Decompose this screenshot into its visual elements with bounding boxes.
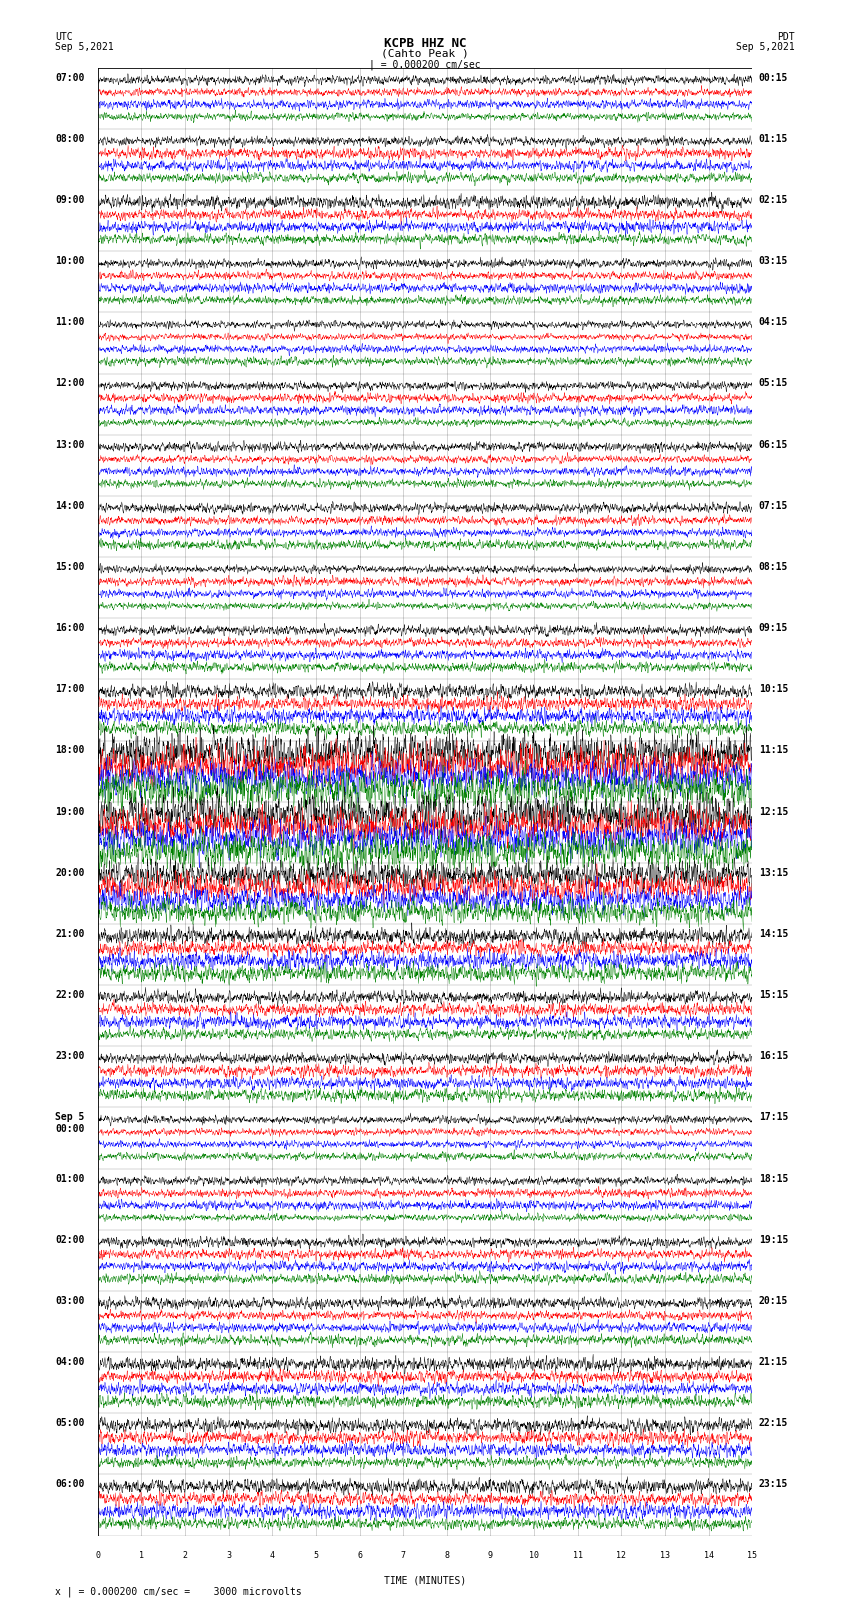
Text: 15: 15 — [747, 1550, 757, 1560]
Text: 5: 5 — [314, 1550, 319, 1560]
Text: 15:15: 15:15 — [759, 990, 788, 1000]
Text: 02:15: 02:15 — [759, 195, 788, 205]
Text: 4: 4 — [269, 1550, 275, 1560]
Text: 0: 0 — [95, 1550, 100, 1560]
Text: Sep 5,2021: Sep 5,2021 — [55, 42, 114, 52]
Text: 11: 11 — [573, 1550, 583, 1560]
Text: KCPB HHZ NC: KCPB HHZ NC — [383, 37, 467, 50]
Text: 3: 3 — [226, 1550, 231, 1560]
Text: UTC: UTC — [55, 32, 73, 42]
Text: 07:00: 07:00 — [55, 73, 85, 82]
Text: TIME (MINUTES): TIME (MINUTES) — [384, 1576, 466, 1586]
Text: x | = 0.000200 cm/sec =    3000 microvolts: x | = 0.000200 cm/sec = 3000 microvolts — [55, 1586, 302, 1597]
Text: 14: 14 — [704, 1550, 714, 1560]
Text: 05:15: 05:15 — [759, 379, 788, 389]
Text: 12:00: 12:00 — [55, 379, 85, 389]
Text: 21:15: 21:15 — [759, 1357, 788, 1366]
Text: 03:00: 03:00 — [55, 1295, 85, 1307]
Text: 21:00: 21:00 — [55, 929, 85, 939]
Text: 7: 7 — [400, 1550, 405, 1560]
Text: 18:00: 18:00 — [55, 745, 85, 755]
Text: 00:15: 00:15 — [759, 73, 788, 82]
Text: 13:00: 13:00 — [55, 440, 85, 450]
Text: 20:15: 20:15 — [759, 1295, 788, 1307]
Text: 07:15: 07:15 — [759, 500, 788, 511]
Text: 03:15: 03:15 — [759, 256, 788, 266]
Text: 08:15: 08:15 — [759, 561, 788, 573]
Text: 11:15: 11:15 — [759, 745, 788, 755]
Text: 10:15: 10:15 — [759, 684, 788, 694]
Text: 22:00: 22:00 — [55, 990, 85, 1000]
Text: 23:00: 23:00 — [55, 1052, 85, 1061]
Text: 17:15: 17:15 — [759, 1113, 788, 1123]
Text: 09:00: 09:00 — [55, 195, 85, 205]
Text: 04:00: 04:00 — [55, 1357, 85, 1366]
Text: 14:15: 14:15 — [759, 929, 788, 939]
Text: 19:00: 19:00 — [55, 806, 85, 816]
Text: 02:00: 02:00 — [55, 1234, 85, 1245]
Text: 16:00: 16:00 — [55, 623, 85, 632]
Text: 8: 8 — [445, 1550, 450, 1560]
Text: 20:00: 20:00 — [55, 868, 85, 877]
Text: 05:00: 05:00 — [55, 1418, 85, 1428]
Text: 01:00: 01:00 — [55, 1174, 85, 1184]
Text: Sep 5
00:00: Sep 5 00:00 — [55, 1113, 85, 1134]
Text: (Cahto Peak ): (Cahto Peak ) — [381, 48, 469, 58]
Text: 18:15: 18:15 — [759, 1174, 788, 1184]
Text: 9: 9 — [488, 1550, 493, 1560]
Text: 17:00: 17:00 — [55, 684, 85, 694]
Text: 06:15: 06:15 — [759, 440, 788, 450]
Text: 10:00: 10:00 — [55, 256, 85, 266]
Text: Sep 5,2021: Sep 5,2021 — [736, 42, 795, 52]
Text: 15:00: 15:00 — [55, 561, 85, 573]
Text: 23:15: 23:15 — [759, 1479, 788, 1489]
Text: 6: 6 — [357, 1550, 362, 1560]
Text: 2: 2 — [183, 1550, 188, 1560]
Text: 11:00: 11:00 — [55, 318, 85, 327]
Text: 13:15: 13:15 — [759, 868, 788, 877]
Text: 04:15: 04:15 — [759, 318, 788, 327]
Text: 08:00: 08:00 — [55, 134, 85, 144]
Text: 09:15: 09:15 — [759, 623, 788, 632]
Text: 10: 10 — [529, 1550, 539, 1560]
Text: 13: 13 — [660, 1550, 670, 1560]
Text: 22:15: 22:15 — [759, 1418, 788, 1428]
Text: 01:15: 01:15 — [759, 134, 788, 144]
Text: 1: 1 — [139, 1550, 144, 1560]
Text: 19:15: 19:15 — [759, 1234, 788, 1245]
Text: 12: 12 — [616, 1550, 626, 1560]
Text: 06:00: 06:00 — [55, 1479, 85, 1489]
Text: 16:15: 16:15 — [759, 1052, 788, 1061]
Text: 12:15: 12:15 — [759, 806, 788, 816]
Text: | = 0.000200 cm/sec: | = 0.000200 cm/sec — [369, 60, 481, 71]
Text: 14:00: 14:00 — [55, 500, 85, 511]
Text: PDT: PDT — [777, 32, 795, 42]
